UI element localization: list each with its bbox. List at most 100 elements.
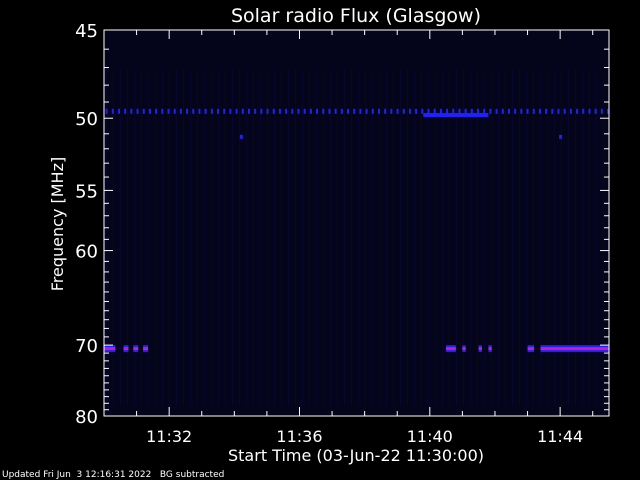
emission-dot [576, 108, 579, 114]
emission-dot [452, 108, 455, 114]
background-streak [554, 70, 555, 406]
emission-dot [594, 108, 597, 114]
background-streak [505, 70, 506, 406]
background-streaks [106, 70, 604, 406]
emission-dot [179, 108, 182, 114]
emission-dot [148, 108, 151, 114]
background-streak [603, 70, 604, 406]
background-streak [428, 70, 429, 406]
emission-dot [328, 108, 331, 114]
emission-dot [507, 108, 510, 114]
background-streak [106, 70, 107, 406]
background-streak [127, 70, 128, 406]
background-streak [141, 70, 142, 406]
emission-dot [563, 108, 566, 114]
emission-dot [421, 108, 424, 114]
emission-band [527, 347, 535, 351]
emission-dot [247, 108, 250, 114]
background-streak [330, 70, 331, 406]
emission-dot [316, 108, 319, 114]
emission-dot [217, 108, 220, 114]
emission-dot [588, 108, 591, 114]
background-streak [232, 70, 233, 406]
background-streak [512, 70, 513, 406]
emission-dot [303, 108, 306, 114]
emission-dot [285, 108, 288, 114]
emission-dot [607, 108, 610, 114]
background-streak [267, 70, 268, 406]
emission-dot [353, 108, 356, 114]
background-streak [274, 70, 275, 406]
emission-dot [371, 108, 374, 114]
emission-band [462, 347, 466, 351]
background-streak [561, 70, 562, 406]
emission-dot [291, 108, 294, 114]
emission-dot [489, 108, 492, 114]
emission-dot [235, 108, 238, 114]
emission-point [239, 134, 243, 139]
background-streak [239, 70, 240, 406]
emission-band [540, 347, 609, 351]
background-streak [596, 70, 597, 406]
emission-dot [210, 108, 213, 114]
background-streak [372, 70, 373, 406]
emission-dot [198, 108, 201, 114]
emission-dot [538, 108, 541, 114]
emission-dot [365, 108, 368, 114]
background-streak [113, 70, 114, 406]
emission-dot [600, 108, 603, 114]
background-streak [393, 70, 394, 406]
emission-dot [483, 108, 486, 114]
background-streak [386, 70, 387, 406]
background-streak [302, 70, 303, 406]
background-streak [176, 70, 177, 406]
emission-dot [334, 108, 337, 114]
emission-dot [470, 108, 473, 114]
background-streak [463, 70, 464, 406]
emission-band [104, 347, 116, 351]
emission-dot [501, 108, 504, 114]
emission-band [446, 347, 456, 351]
background-streak [190, 70, 191, 406]
background-streak [295, 70, 296, 406]
emission-dot [433, 108, 436, 114]
emission-dot [569, 108, 572, 114]
background-streak [281, 70, 282, 406]
background-streak [162, 70, 163, 406]
emission-dot [130, 108, 133, 114]
emission-dot [204, 108, 207, 114]
emission-dot [260, 108, 263, 114]
background-streak [540, 70, 541, 406]
background-streak [316, 70, 317, 406]
x-tick-label: 11:40 [407, 427, 453, 446]
background-streak [568, 70, 569, 406]
emission-dot [111, 108, 114, 114]
background-streak [323, 70, 324, 406]
emission-dot [340, 108, 343, 114]
background-streak [169, 70, 170, 406]
emission-band [143, 347, 148, 351]
background-streak [582, 70, 583, 406]
background-streak [470, 70, 471, 406]
emission-dot [136, 108, 139, 114]
background-streak [414, 70, 415, 406]
emission-dot [384, 108, 387, 114]
emission-dot [396, 108, 399, 114]
bg-subtracted-note: BG subtracted [159, 470, 225, 480]
plot-background [104, 30, 609, 416]
background-streak [351, 70, 352, 406]
emission-dot [464, 108, 467, 114]
emission-dot [142, 108, 145, 114]
background-streak [456, 70, 457, 406]
updated-timestamp: Updated Fri Jun 3 12:16:31 2022 [2, 470, 152, 480]
background-streak [211, 70, 212, 406]
emission-dot [229, 108, 232, 114]
emission-dot [155, 108, 158, 114]
background-streak [120, 70, 121, 406]
emission-dot [167, 108, 170, 114]
emission-dot [192, 108, 195, 114]
background-streak [533, 70, 534, 406]
x-tick-label: 11:32 [146, 427, 192, 446]
emission-dot [105, 108, 108, 114]
